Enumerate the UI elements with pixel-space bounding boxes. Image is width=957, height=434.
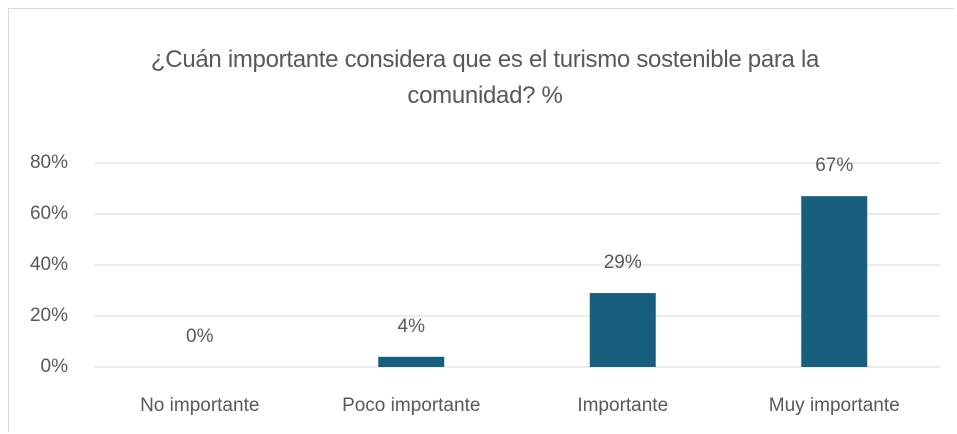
y-tick-label: 40% [30, 254, 68, 275]
y-tick-label: 20% [30, 305, 68, 326]
x-tick-label: Importante [577, 395, 668, 416]
data-label: 0% [186, 326, 214, 347]
data-label: 29% [604, 252, 642, 273]
y-tick-label: 60% [30, 203, 68, 224]
y-tick-label: 80% [30, 152, 68, 173]
chart-frame [8, 8, 954, 432]
bar [589, 293, 656, 367]
bar [378, 356, 445, 367]
data-label: 67% [815, 155, 853, 176]
x-tick-label: No importante [140, 395, 259, 416]
x-tick-label: Muy importante [769, 395, 900, 416]
data-label: 4% [398, 316, 426, 337]
x-tick-label: Poco importante [342, 395, 480, 416]
chart-title: ¿Cuán importante considera que es el tur… [150, 46, 820, 109]
bar [801, 196, 868, 367]
y-tick-label: 0% [41, 356, 69, 377]
